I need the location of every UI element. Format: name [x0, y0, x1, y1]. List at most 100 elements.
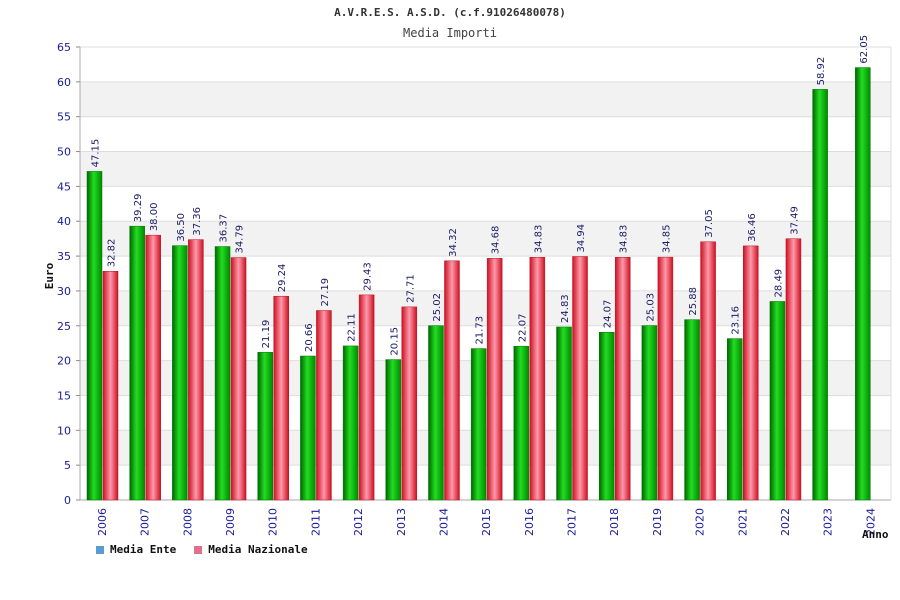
- data-label-media-ente: 28.49: [773, 269, 784, 298]
- y-tick-label: 10: [57, 424, 71, 437]
- bar-media-ente: [470, 348, 487, 501]
- bar-media-ente: [385, 359, 402, 501]
- bar-media-ente: [342, 345, 359, 501]
- x-tick-label: 2011: [309, 508, 322, 536]
- bar-media-ente: [257, 352, 273, 501]
- y-tick-label: 15: [57, 389, 71, 402]
- bar-media-nazionale: [444, 260, 460, 501]
- data-label-media-ente: 58.92: [816, 57, 827, 86]
- bar-media-nazionale: [316, 310, 332, 501]
- data-label-media-nazionale: 34.83: [533, 225, 544, 254]
- data-label-media-ente: 25.02: [432, 293, 443, 322]
- data-label-media-ente: 25.88: [688, 287, 699, 316]
- bar-media-ente: [513, 345, 530, 501]
- x-tick-label: 2020: [694, 508, 707, 536]
- bar-media-ente: [769, 301, 786, 501]
- data-label-media-nazionale: 34.83: [619, 225, 630, 254]
- bar-media-nazionale: [614, 257, 631, 501]
- grid-band: [80, 47, 891, 82]
- data-label-media-nazionale: 38.00: [149, 203, 160, 232]
- bar-media-nazionale: [572, 256, 588, 501]
- x-tick-label: 2021: [736, 508, 749, 536]
- data-label-media-nazionale: 37.05: [704, 209, 715, 238]
- bar-media-nazionale: [743, 245, 759, 501]
- data-label-media-nazionale: 34.32: [448, 228, 459, 257]
- legend-item-media-ente: Media Ente: [96, 543, 176, 556]
- y-tick-label: 60: [57, 76, 71, 89]
- x-tick-label: 2019: [651, 508, 664, 536]
- bar-media-ente: [556, 326, 572, 501]
- data-label-media-ente: 25.03: [645, 293, 656, 322]
- bar-media-ente: [172, 245, 188, 501]
- bar-media-nazionale: [700, 241, 716, 501]
- bar-media-ente: [641, 325, 658, 501]
- data-label-media-ente: 22.07: [517, 314, 528, 343]
- x-tick-label: 2022: [779, 508, 792, 536]
- data-label-media-ente: 36.37: [219, 214, 230, 243]
- x-tick-label: 2018: [608, 508, 621, 536]
- data-label-media-nazionale: 34.85: [661, 224, 672, 253]
- legend-swatch-media-nazionale: [194, 545, 203, 554]
- y-tick-label: 30: [57, 285, 71, 298]
- bar-media-nazionale: [657, 256, 674, 501]
- x-tick-label: 2016: [523, 508, 536, 536]
- bar-media-nazionale: [785, 238, 802, 501]
- data-label-media-nazionale: 34.79: [235, 225, 246, 254]
- legend-label-media-ente: Media Ente: [110, 543, 177, 556]
- data-label-media-ente: 23.16: [731, 306, 742, 335]
- bar-media-nazionale: [273, 295, 289, 501]
- data-label-media-nazionale: 27.19: [320, 278, 331, 307]
- bar-media-ente: [598, 332, 615, 501]
- bar-media-nazionale: [529, 257, 546, 501]
- data-label-media-ente: 39.29: [133, 194, 144, 223]
- bar-media-ente: [727, 338, 743, 501]
- grid-band: [80, 81, 891, 117]
- x-axis-label: Anno: [862, 528, 889, 541]
- data-label-media-nazionale: 34.94: [576, 224, 587, 253]
- data-label-media-ente: 24.07: [603, 300, 614, 329]
- x-tick-label: 2008: [181, 508, 194, 536]
- chart-subtitle: Media Importi: [403, 26, 497, 40]
- bar-media-ente: [855, 67, 871, 501]
- chart-title: A.V.R.E.S. A.S.D. (c.f.91026480078): [334, 6, 566, 19]
- data-label-media-ente: 21.73: [475, 316, 486, 345]
- legend-label-media-nazionale: Media Nazionale: [208, 543, 308, 556]
- y-tick-label: 35: [57, 250, 71, 263]
- y-tick-label: 45: [57, 180, 71, 193]
- legend: Media Ente Media Nazionale: [96, 543, 308, 556]
- data-label-media-nazionale: 37.36: [192, 207, 203, 236]
- y-tick-label: 40: [57, 215, 71, 228]
- data-label-media-ente: 47.15: [91, 139, 102, 168]
- bar-media-nazionale: [358, 294, 375, 501]
- data-label-media-nazionale: 32.82: [107, 239, 118, 268]
- x-tick-label: 2007: [139, 508, 152, 536]
- y-axis-label: Euro: [43, 262, 56, 289]
- bar-media-ente: [428, 325, 444, 501]
- x-tick-label: 2009: [224, 508, 237, 536]
- x-tick-label: 2012: [352, 508, 365, 536]
- x-tick-label: 2010: [267, 508, 280, 536]
- data-label-media-ente: 62.05: [859, 35, 870, 64]
- data-label-media-ente: 20.15: [389, 327, 400, 356]
- y-tick-label: 25: [57, 320, 71, 333]
- y-tick-label: 5: [64, 459, 71, 472]
- legend-item-media-nazionale: Media Nazionale: [194, 543, 308, 556]
- grid-band: [80, 151, 891, 187]
- grid-band: [80, 116, 891, 152]
- bar-media-nazionale: [486, 258, 503, 501]
- x-tick-label: 2013: [395, 508, 408, 536]
- data-label-media-ente: 21.19: [261, 320, 272, 349]
- data-label-media-ente: 36.50: [176, 213, 187, 242]
- data-label-media-ente: 24.83: [560, 294, 571, 323]
- bar-media-nazionale: [188, 239, 204, 501]
- bar-media-nazionale: [145, 234, 161, 501]
- x-tick-label: 2006: [96, 508, 109, 536]
- data-label-media-nazionale: 29.24: [277, 264, 288, 293]
- y-tick-label: 50: [57, 146, 71, 159]
- bar-media-ente: [684, 319, 700, 501]
- y-tick-label: 55: [57, 111, 71, 124]
- data-label-media-nazionale: 36.46: [747, 213, 758, 242]
- bar-media-ente: [129, 225, 145, 501]
- bar-media-ente: [812, 89, 828, 501]
